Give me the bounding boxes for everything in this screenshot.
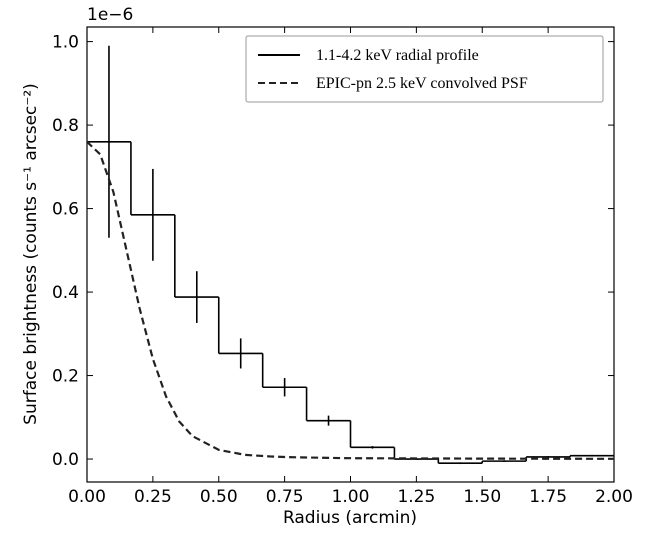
y-tick-label: 0.8 — [52, 116, 79, 136]
y-axis-label: Surface brightness (counts s⁻¹ arcsec⁻²) — [21, 83, 41, 425]
x-tick-label: 1.25 — [397, 487, 435, 507]
psf-line — [86, 140, 615, 460]
legend-label: EPIC-pn 2.5 keV convolved PSF — [316, 75, 528, 92]
x-axis-label: Radius (arcmin) — [283, 508, 417, 528]
x-tick-label: 1.75 — [529, 487, 567, 507]
x-tick-label: 0.00 — [68, 487, 106, 507]
legend-box — [245, 35, 604, 103]
x-tick-label: 1.50 — [463, 487, 501, 507]
legend-label: 1.1-4.2 keV radial profile — [316, 47, 479, 64]
y-tick-label: 1.0 — [52, 33, 79, 53]
x-tick-label: 0.25 — [134, 487, 172, 507]
x-tick-label: 0.50 — [200, 487, 238, 507]
y-tick-label: 0.4 — [52, 283, 79, 303]
x-tick-label: 0.75 — [266, 487, 304, 507]
x-tick-label: 2.00 — [595, 487, 633, 507]
y-tick-label: 0.0 — [52, 450, 79, 470]
x-tick-label: 1.00 — [332, 487, 370, 507]
offset-text: 1e−6 — [87, 5, 133, 25]
y-tick-label: 0.2 — [52, 367, 79, 387]
y-tick-label: 0.6 — [52, 200, 79, 220]
